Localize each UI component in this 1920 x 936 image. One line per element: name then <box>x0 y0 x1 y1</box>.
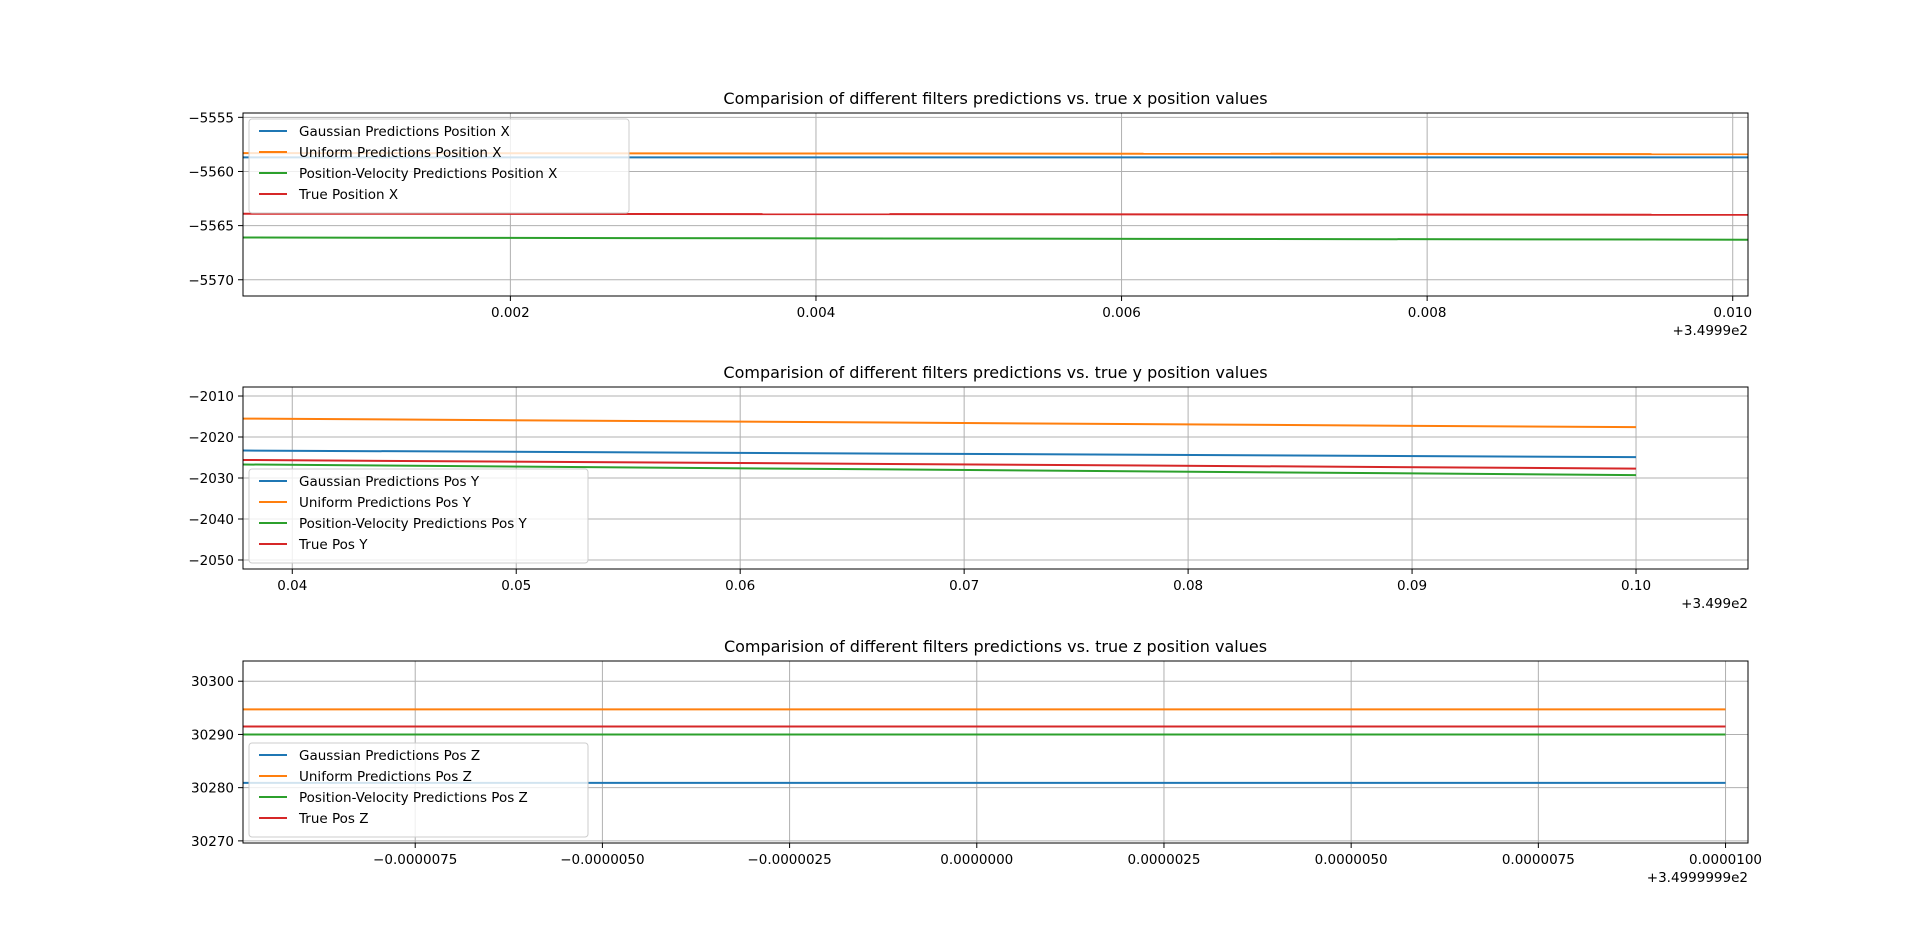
y-tick-label: 30270 <box>191 834 234 850</box>
x-tick-label: 0.08 <box>1173 578 1203 594</box>
x-offset-label: +3.4999e2 <box>1673 323 1748 339</box>
y-tick-label: −2050 <box>188 553 234 569</box>
x-tick-label: 0.0000050 <box>1315 852 1388 868</box>
x-tick-label: 0.010 <box>1713 305 1752 321</box>
x-tick-label: 0.0000025 <box>1127 852 1200 868</box>
x-offset-label: +3.499e2 <box>1681 596 1748 612</box>
x-offset-label: +3.4999999e2 <box>1647 870 1748 886</box>
x-tick-label: 0.002 <box>491 305 530 321</box>
y-tick-label: −2030 <box>188 471 234 487</box>
y-tick-label: 30280 <box>191 781 234 797</box>
legend-label: True Position X <box>298 187 398 203</box>
y-tick-label: 30290 <box>191 727 234 743</box>
x-tick-label: −0.0000025 <box>747 852 831 868</box>
x-tick-label: 0.04 <box>277 578 307 594</box>
chart-title: Comparision of different filters predict… <box>723 363 1267 382</box>
subplot-2: 0.04 0.05 0.06 0.07 0.08 0.09 0.10 −2010 −2020 −2… <box>188 363 1749 612</box>
x-tick-label: 0.0000075 <box>1502 852 1575 868</box>
legend-label: Position-Velocity Predictions Pos Z <box>299 790 528 806</box>
y-tick-label: −2010 <box>188 389 234 405</box>
y-tick-label: −5560 <box>188 164 234 180</box>
legend-label: Uniform Predictions Pos Y <box>299 495 472 511</box>
x-tick-label: 0.07 <box>949 578 979 594</box>
x-tick-label: −0.0000075 <box>373 852 457 868</box>
legend-label: Gaussian Predictions Pos Y <box>299 474 480 490</box>
x-tick-label: 0.0000100 <box>1689 852 1762 868</box>
legend-label: Uniform Predictions Position X <box>299 145 501 161</box>
legend: Gaussian Predictions Position X Uniform P… <box>248 118 630 214</box>
series-line-1 <box>242 449 1637 459</box>
series-line-4 <box>242 458 1637 470</box>
y-tick-label: −2020 <box>188 430 234 446</box>
x-tick-label: 0.008 <box>1408 305 1447 321</box>
y-tick-label: −2040 <box>188 512 234 528</box>
legend-label: True Pos Y <box>298 537 368 553</box>
series-line-3 <box>242 236 1749 241</box>
x-tick-label: −0.0000050 <box>560 852 644 868</box>
subplot-1: 0.002 0.004 0.006 0.008 0.010 −5555 −5560 −5565… <box>188 89 1752 339</box>
legend: Gaussian Predictions Pos Z Uniform Predic… <box>248 742 589 838</box>
legend-label: Gaussian Predictions Pos Z <box>299 748 480 764</box>
legend-box <box>248 468 589 564</box>
legend-box <box>248 118 630 214</box>
x-tick-label: 0.006 <box>1102 305 1141 321</box>
legend-box <box>248 742 589 838</box>
axes-frame <box>242 112 1749 297</box>
x-tick-label: 0.09 <box>1397 578 1427 594</box>
y-tick-label: −5570 <box>188 273 234 289</box>
series-line-3 <box>242 463 1637 477</box>
x-tick-label: 0.06 <box>725 578 755 594</box>
x-tick-label: 0.05 <box>501 578 531 594</box>
legend-label: Uniform Predictions Pos Z <box>299 769 472 785</box>
series-line-2 <box>242 417 1637 429</box>
chart-title: Comparision of different filters predict… <box>723 89 1267 108</box>
x-tick-label: 0.0000000 <box>940 852 1013 868</box>
axes-frame <box>242 660 1749 844</box>
legend-label: Gaussian Predictions Position X <box>299 124 510 140</box>
x-tick-label: 0.004 <box>797 305 836 321</box>
y-tick-label: 30300 <box>191 674 234 690</box>
y-tick-label: −5565 <box>188 219 234 235</box>
chart-title: Comparision of different filters predict… <box>724 637 1267 656</box>
legend-label: True Pos Z <box>298 811 368 827</box>
y-tick-label: −5555 <box>188 110 234 126</box>
x-tick-label: 0.10 <box>1621 578 1651 594</box>
legend: Gaussian Predictions Pos Y Uniform Predic… <box>248 468 589 564</box>
legend-label: Position-Velocity Predictions Position X <box>299 166 557 182</box>
legend-label: Position-Velocity Predictions Pos Y <box>299 516 528 532</box>
subplot-3: −0.0000075 −0.0000050 −0.0000025 0.0000000 0… <box>191 637 1762 886</box>
series-line-4 <box>242 212 1749 216</box>
